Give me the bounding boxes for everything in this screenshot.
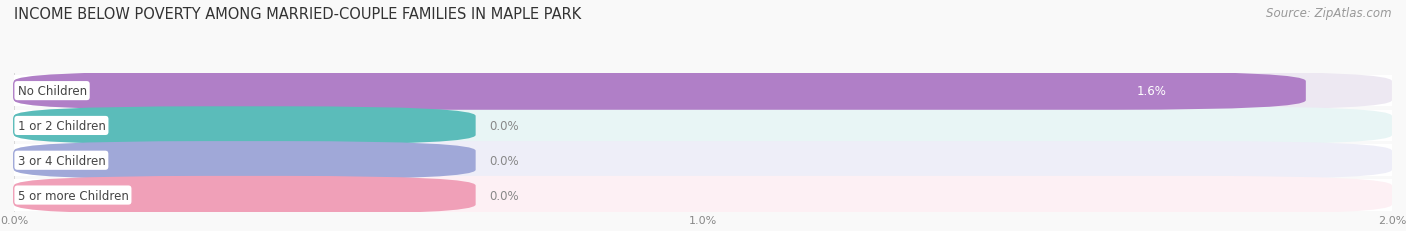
Text: 1 or 2 Children: 1 or 2 Children [17,119,105,132]
FancyBboxPatch shape [14,141,475,180]
Text: Source: ZipAtlas.com: Source: ZipAtlas.com [1267,7,1392,20]
FancyBboxPatch shape [14,107,1392,145]
FancyBboxPatch shape [14,76,1392,107]
FancyBboxPatch shape [14,179,1392,211]
FancyBboxPatch shape [14,176,475,214]
FancyBboxPatch shape [14,145,1392,176]
Text: 5 or more Children: 5 or more Children [17,189,128,202]
Text: INCOME BELOW POVERTY AMONG MARRIED-COUPLE FAMILIES IN MAPLE PARK: INCOME BELOW POVERTY AMONG MARRIED-COUPL… [14,7,581,22]
FancyBboxPatch shape [14,72,1306,110]
Text: No Children: No Children [17,85,87,98]
FancyBboxPatch shape [14,141,1392,180]
FancyBboxPatch shape [14,176,1392,214]
FancyBboxPatch shape [14,107,475,145]
Text: 1.6%: 1.6% [1137,85,1167,98]
Text: 3 or 4 Children: 3 or 4 Children [17,154,105,167]
Text: 0.0%: 0.0% [489,119,519,132]
Text: 0.0%: 0.0% [489,154,519,167]
Text: 0.0%: 0.0% [489,189,519,202]
FancyBboxPatch shape [14,72,1392,110]
FancyBboxPatch shape [14,110,1392,142]
